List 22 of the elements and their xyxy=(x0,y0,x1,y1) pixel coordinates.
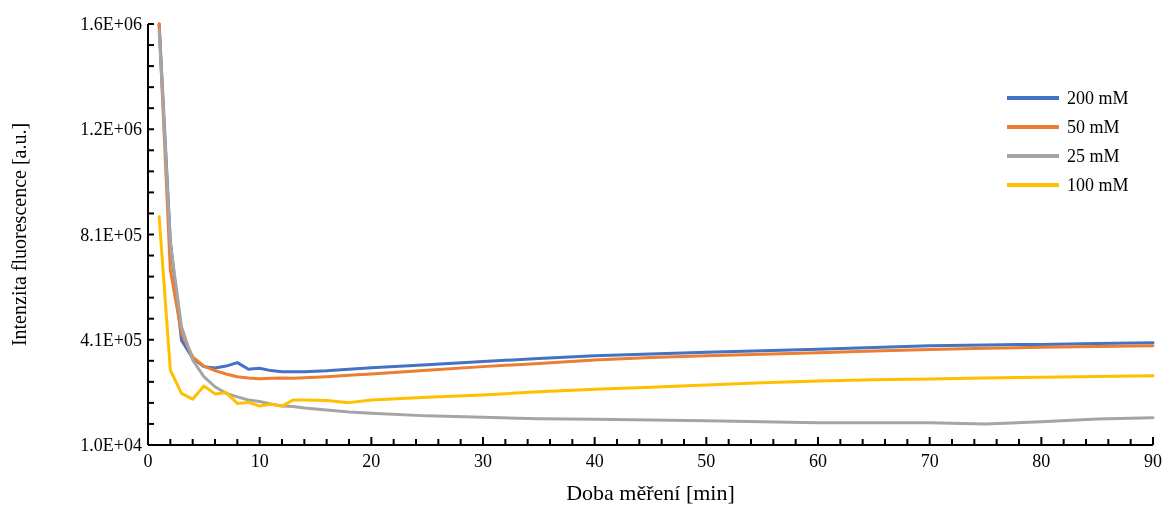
line-series xyxy=(157,215,1155,408)
y-tick-label: 1.6E+06 xyxy=(80,14,142,34)
legend-label: 200 mM xyxy=(1067,88,1129,108)
x-tick-label: 40 xyxy=(585,451,604,471)
y-tick-label: 8.1E+05 xyxy=(80,224,142,245)
x-tick-label: 10 xyxy=(250,451,269,471)
y-tick-label: 1.2E+06 xyxy=(80,119,142,140)
x-tick-label: 70 xyxy=(920,451,939,471)
x-tick-label: 20 xyxy=(362,451,381,471)
x-tick-label: 30 xyxy=(474,451,492,471)
legend-label: 50 mM xyxy=(1067,117,1120,137)
legend-label: 25 mM xyxy=(1067,146,1120,166)
y-tick-label: 1.0E+04 xyxy=(80,435,142,455)
y-axis-title: Intenzita fluorescence [a.u.] xyxy=(8,122,30,347)
x-tick-label: 0 xyxy=(143,451,153,471)
y-tick-label: 4.1E+05 xyxy=(80,329,142,350)
x-tick-label: 80 xyxy=(1032,451,1051,471)
x-tick-label: 90 xyxy=(1144,451,1162,471)
x-tick-label: 60 xyxy=(809,451,827,471)
x-axis-title: Doba měření [min] xyxy=(566,480,735,505)
x-tick-label: 50 xyxy=(697,451,716,471)
legend-label: 100 mM xyxy=(1067,175,1129,195)
